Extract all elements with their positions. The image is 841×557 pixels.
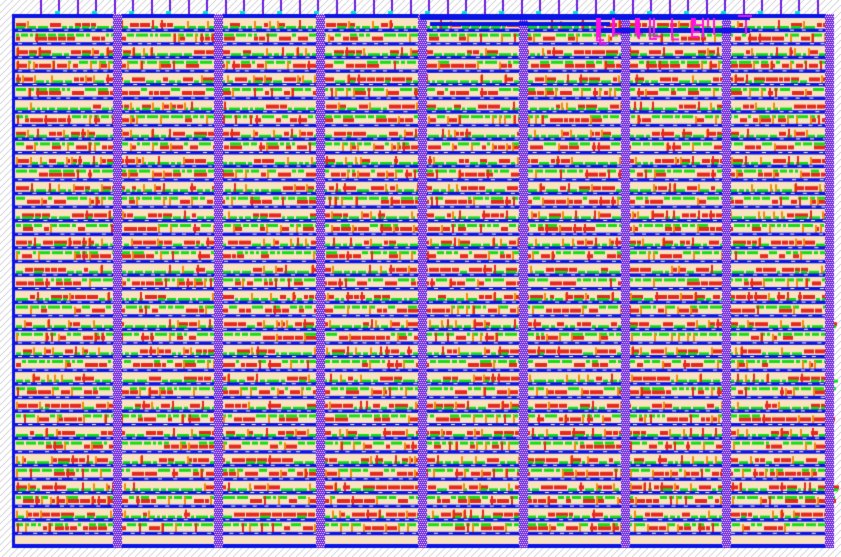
chip-layout-view[interactable] bbox=[0, 0, 841, 557]
